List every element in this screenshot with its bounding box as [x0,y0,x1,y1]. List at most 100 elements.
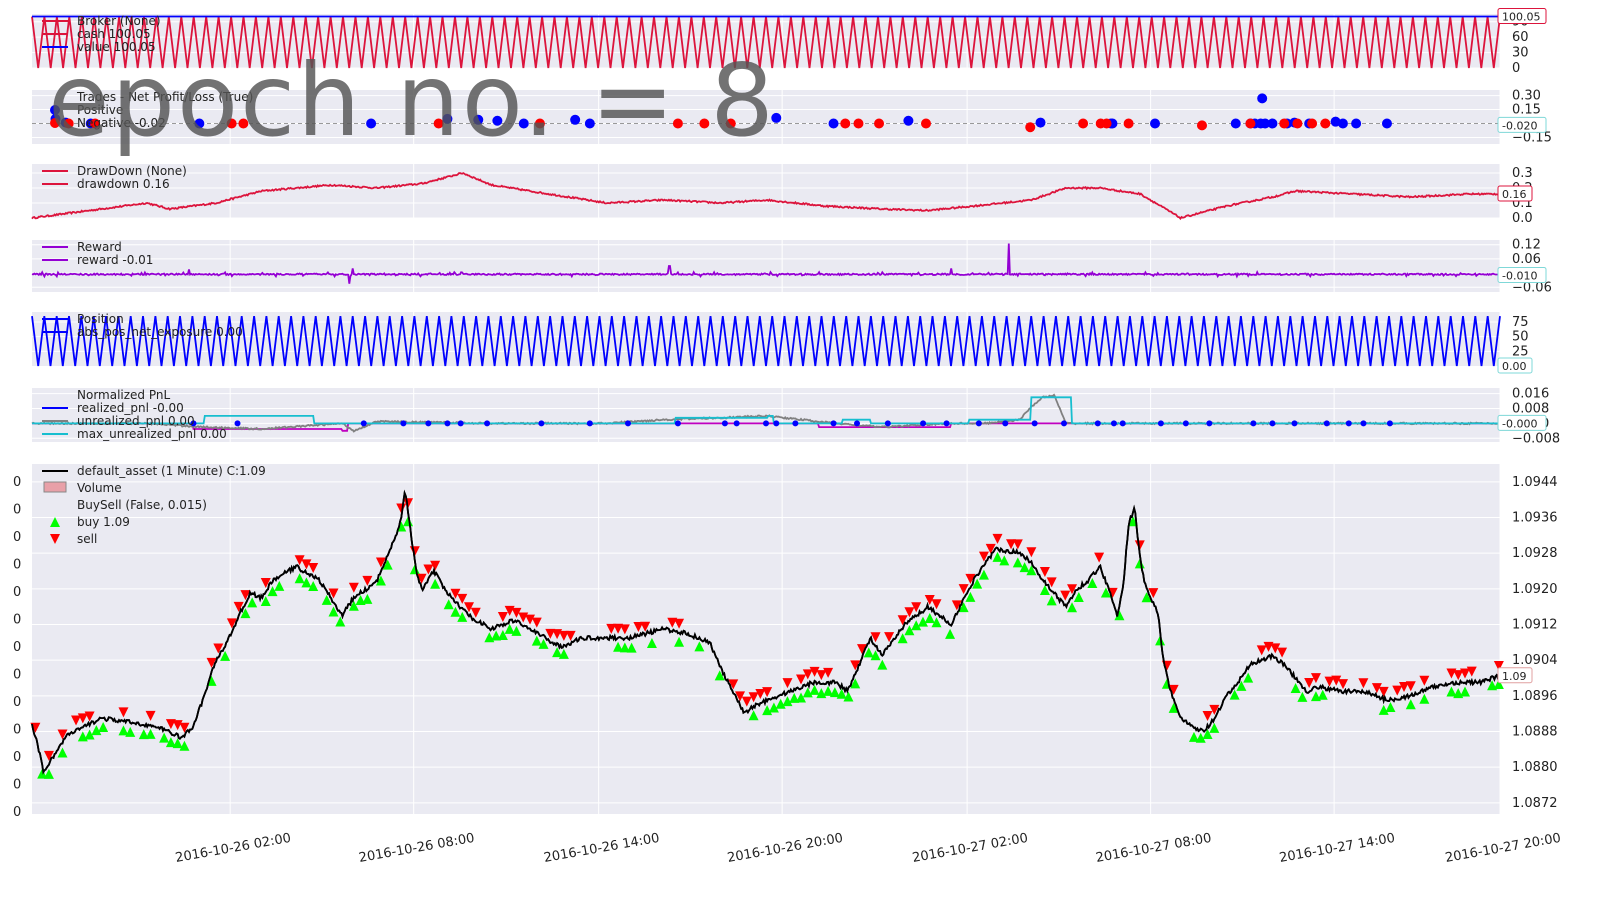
buy-marker [1202,728,1213,739]
sell-marker [884,632,895,643]
buy-marker [260,596,271,607]
buy-marker [809,684,820,695]
sell-marker [762,687,773,698]
realized-pnl-point [1157,420,1164,427]
sell-marker [741,696,752,707]
buy-marker [43,768,54,779]
position-ytick-label: 25 [1512,344,1529,359]
buy-marker [538,638,549,649]
buy-marker [362,593,373,604]
drawdown-last-value-box [1497,185,1533,202]
reward-plot-area [32,240,1500,292]
sell-marker [1405,681,1416,692]
buy-marker [382,559,393,570]
sell-marker [667,617,678,628]
volume-tick-label: 0 [13,695,21,710]
sell-marker [165,719,176,730]
sell-marker [1148,588,1159,599]
realized-pnl-point [1386,420,1393,427]
price-series-overlay [31,489,1501,775]
price-ytick-label: 1.0936 [1512,511,1558,526]
buy-marker [294,573,305,584]
sell-marker [511,607,522,618]
pnl-last-value-tag: -0.000 [1502,417,1537,430]
buy-marker [1114,610,1125,621]
legend-label: DrawDown (None) [77,164,187,178]
legend-label: Broker (None) [77,14,161,28]
negative-trade-point [1078,118,1089,129]
buy-marker [1100,587,1111,598]
realized-pnl-point [625,420,632,427]
negative-trade-point [1196,120,1207,131]
buy-marker [308,580,319,591]
sell-marker [897,615,908,626]
buy-marker [897,633,908,644]
buy-marker [375,575,386,586]
legend-label: cash 100.05 [77,27,151,41]
positive-trade-point [570,114,581,125]
realized-pnl-point [1182,420,1189,427]
price-xtick-label: 2016-10-26 02:00 [174,831,292,866]
realized-pnl-point [425,420,432,427]
buy-marker [1073,592,1084,603]
buy-marker [1141,592,1152,603]
legend-label: realized_pnl -0.00 [77,401,184,415]
negative-trade-point [1279,118,1290,129]
sell-marker [1392,685,1403,696]
sell-marker [1209,704,1220,715]
realized-pnl-point [884,420,891,427]
price-ytick-label: 1.0896 [1512,689,1558,704]
realized-pnl-point [773,420,780,427]
price-last-value-box [1497,667,1533,684]
legend-marker [50,105,60,115]
buy-marker [1195,732,1206,743]
trades-ytick-label: 0.15 [1512,103,1541,118]
negative-trade-point [921,118,932,129]
volume-tick-label: 0 [13,530,21,545]
trades-ytick-label: 0.30 [1512,89,1541,104]
sell-marker [1419,675,1430,686]
volume-tick-label: 0 [13,723,21,738]
buy-marker [125,726,136,737]
broker-last-value-box [1497,8,1547,25]
positive-trade-point [903,115,914,126]
realized-pnl-point [830,420,837,427]
buy-marker [1243,672,1254,683]
buy-marker [782,696,793,707]
sell-marker [423,564,434,575]
realized-pnl-point [190,420,197,427]
price-xtick-label: 2016-10-27 02:00 [911,831,1029,866]
sell-marker [1060,590,1071,601]
sell-marker [430,560,441,571]
volume-tick-label: 0 [13,640,21,655]
buy-marker [775,698,786,709]
negative-trade-point [1307,118,1318,129]
buy-marker [714,670,725,681]
sell-marker [1026,547,1037,558]
buy-marker [768,702,779,713]
sell-marker [450,588,461,599]
buy-marker [863,647,874,658]
sell-marker [1338,679,1349,690]
sell-marker [348,582,359,593]
sell-marker [728,679,739,690]
negative-trade-point [433,118,444,129]
legend-label: Positive [77,103,123,117]
buy-marker [491,630,502,641]
legend-label: Reward [77,240,122,254]
realized-pnl-point [1269,420,1276,427]
drawdown-ytick-label: 0.3 [1512,166,1533,181]
legend-label: unrealized_pnl 0.00 [77,414,195,428]
sell-marker [613,623,624,634]
buy-marker [1290,683,1301,694]
buy-marker [978,569,989,580]
sell-marker [145,710,156,721]
legend-label: Position [77,312,124,326]
sell-marker [233,601,244,612]
sell-marker [735,691,746,702]
